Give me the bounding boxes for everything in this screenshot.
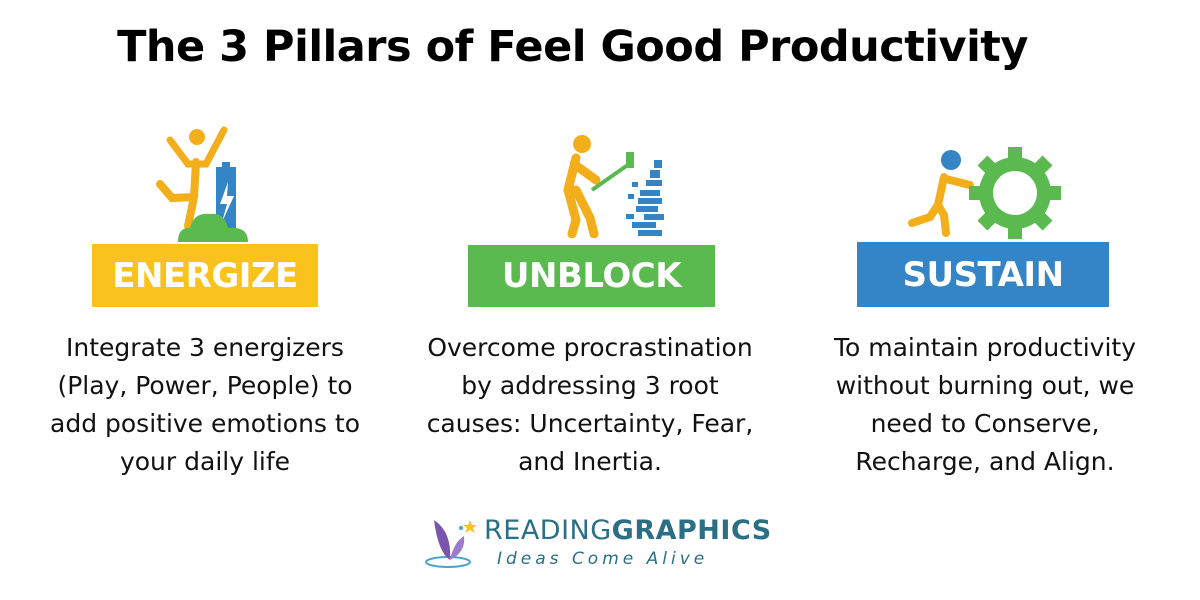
page-title: The 3 Pillars of Feel Good Productivity <box>117 22 1028 72</box>
book-logo-icon <box>425 520 477 568</box>
person-pushing-gear-icon <box>908 147 1061 239</box>
readinggraphics-logo: READINGGRAPHICS Ideas Come Alive <box>424 512 771 582</box>
person-breaking-wall-icon <box>563 135 664 238</box>
unblock-label: UNBLOCK <box>468 245 715 307</box>
brand-name: READINGGRAPHICS <box>484 515 772 546</box>
brand-tagline: Ideas Come Alive <box>497 549 709 569</box>
unblock-description: Overcome procrastination by addressing 3… <box>426 333 754 476</box>
jumping-person-battery-icon <box>156 126 248 242</box>
sustain-description: To maintain productivity without burning… <box>833 333 1137 476</box>
energize-description: Integrate 3 energizers (Play, Power, Peo… <box>50 333 360 476</box>
sustain-label: SUSTAIN <box>857 242 1109 307</box>
energize-label: ENERGIZE <box>92 244 318 307</box>
